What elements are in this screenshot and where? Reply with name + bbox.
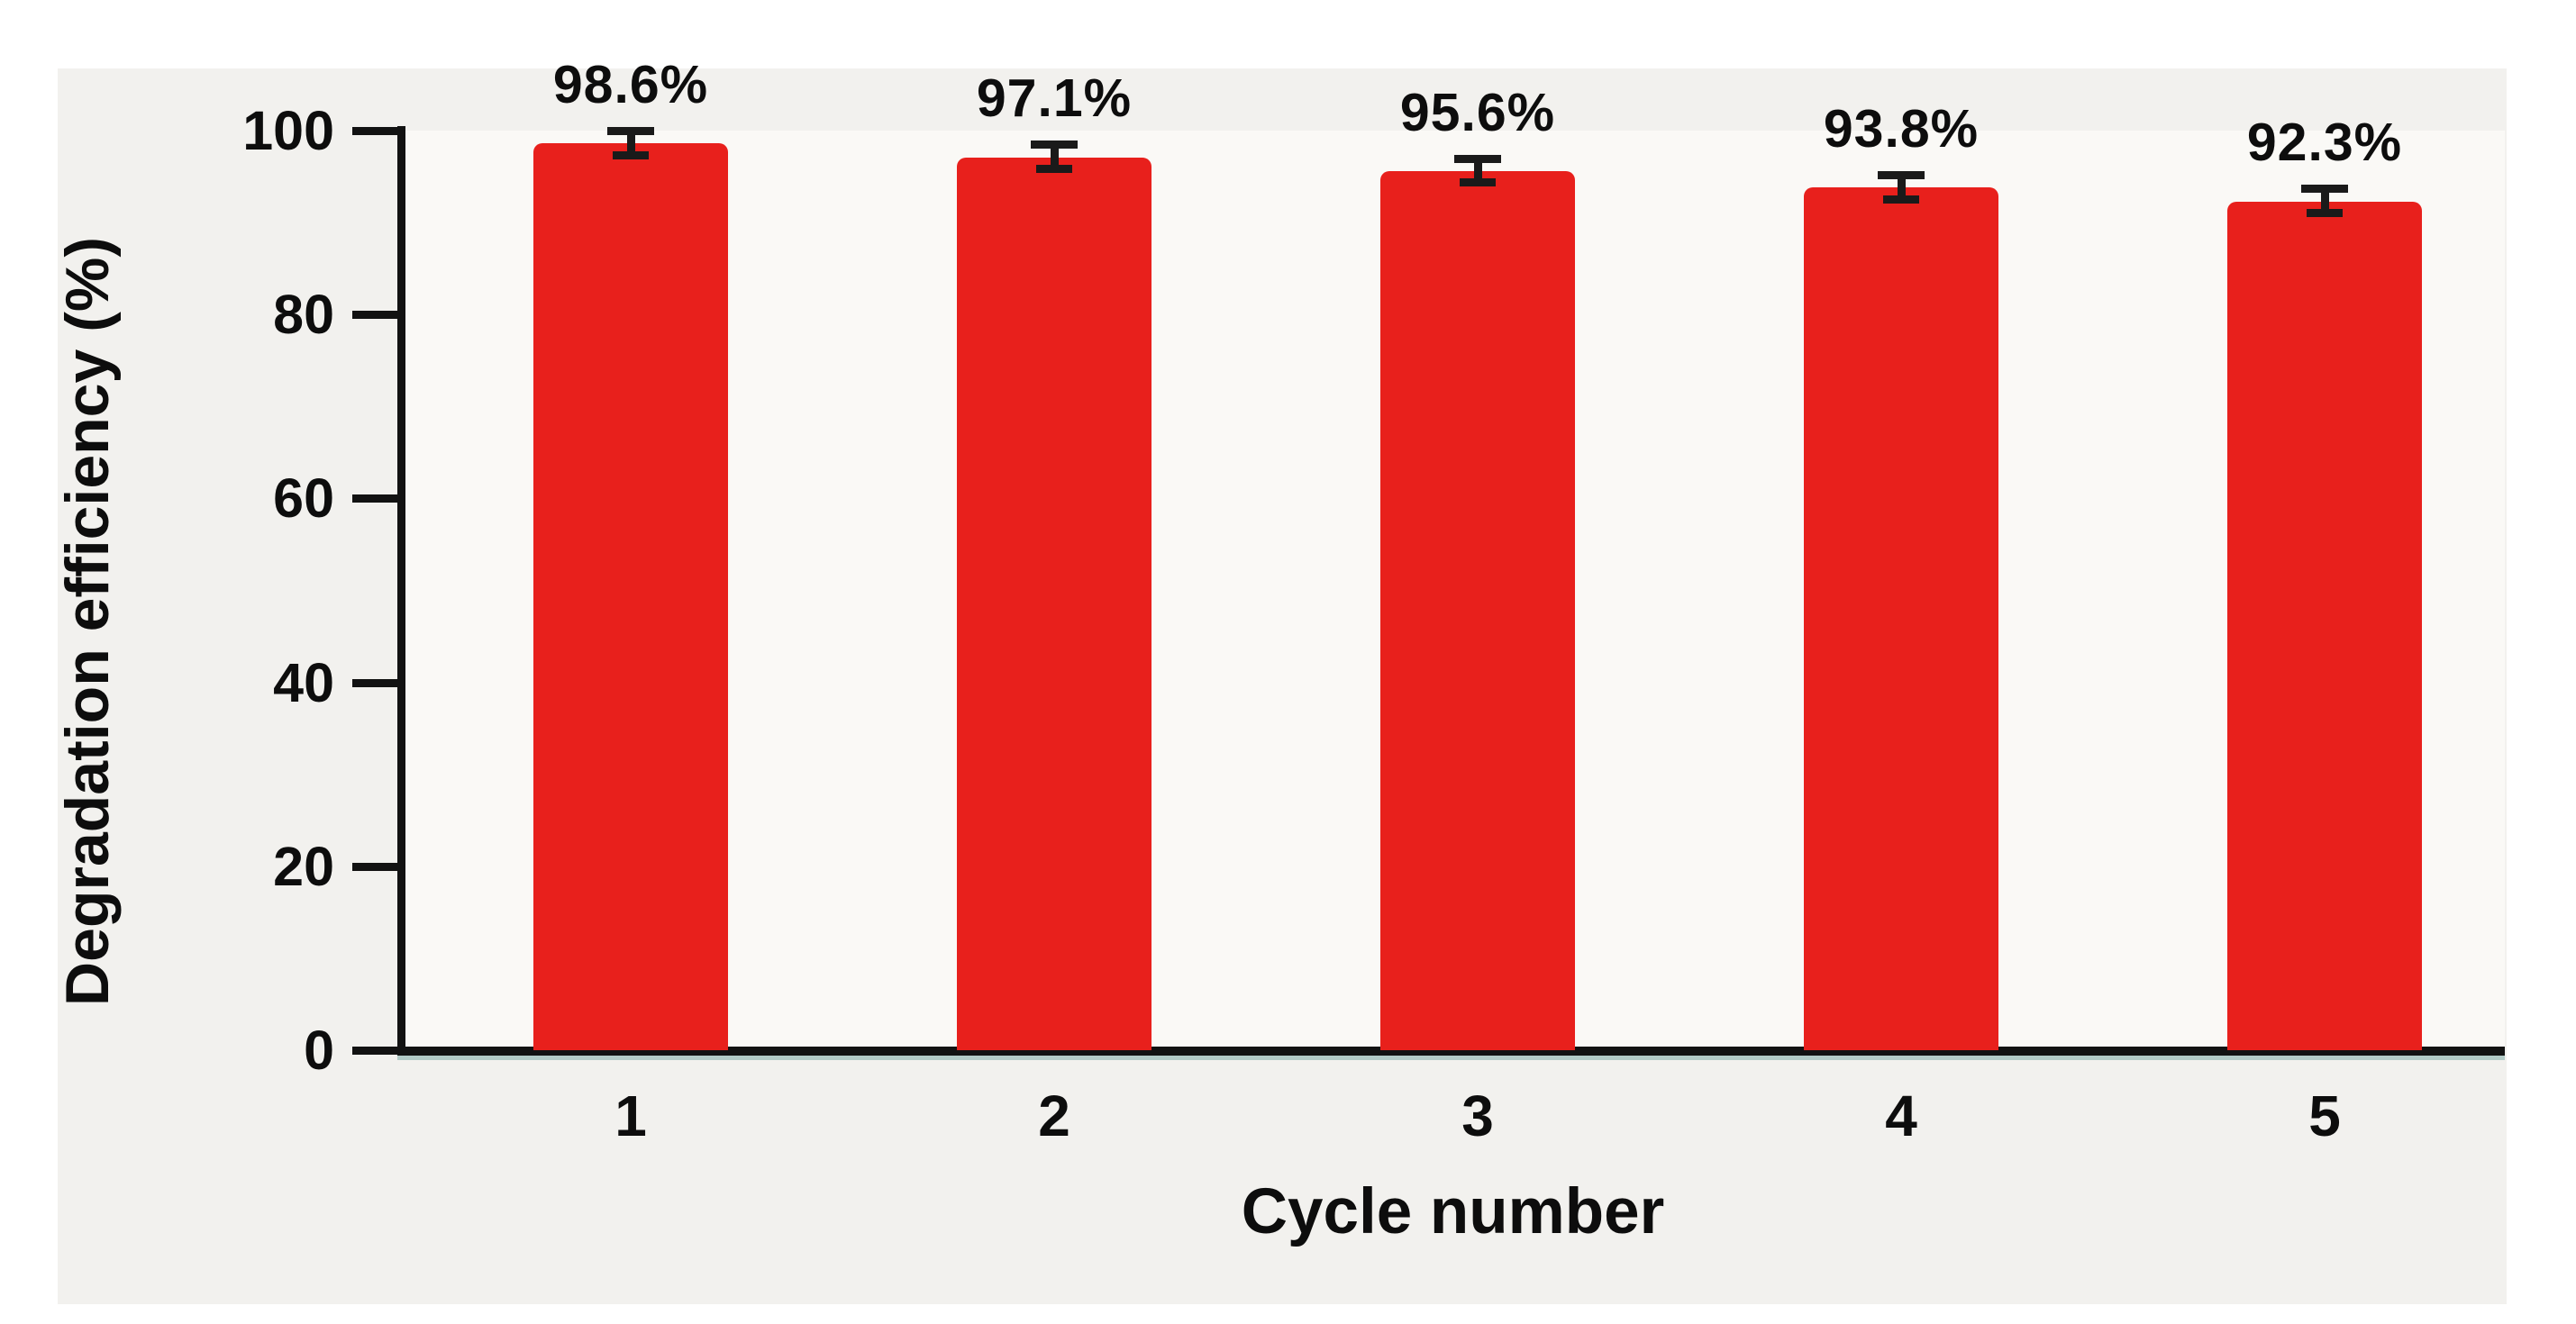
bar-value-label: 95.6% [1399, 82, 1556, 142]
y-tick-mark [352, 127, 397, 135]
y-tick-label: 40 [273, 651, 334, 713]
bar [2227, 201, 2422, 1050]
bar-value-label: 93.8% [1823, 99, 1980, 159]
error-bar-bottom-cap [1883, 195, 1919, 204]
x-tick-label: 4 [1885, 1084, 1917, 1148]
y-tick-mark [352, 311, 397, 320]
error-bar-top-cap [1878, 171, 1925, 180]
error-bar-bottom-cap [2307, 208, 2343, 217]
bar [957, 157, 1151, 1050]
error-bar-line [1897, 175, 1906, 201]
error-bar-top-cap [2301, 185, 2348, 194]
x-tick-label: 1 [614, 1084, 647, 1148]
y-tick-mark [352, 678, 397, 687]
y-tick-label: 80 [273, 284, 334, 346]
bar-value-label: 92.3% [2246, 113, 2403, 173]
x-tick-label: 2 [1038, 1084, 1070, 1148]
bar [1804, 187, 1998, 1050]
error-bar-line [1473, 158, 1482, 185]
y-tick-label: 20 [273, 835, 334, 897]
x-axis-line [397, 1047, 2505, 1056]
error-bar-bottom-cap [1460, 178, 1496, 187]
error-bar-line [2320, 188, 2329, 214]
bar [1380, 170, 1575, 1050]
error-bar-line [626, 131, 635, 157]
y-axis-title: Degradation efficiency (%) [53, 237, 122, 1006]
bar-value-label: 97.1% [976, 68, 1133, 129]
y-axis-line [397, 126, 405, 1056]
y-tick-mark [352, 494, 397, 503]
error-bar-top-cap [1031, 141, 1078, 150]
bar-value-label: 98.6% [552, 55, 709, 115]
x-tick-label: 3 [1461, 1084, 1494, 1148]
x-axis-shadow-line [397, 1056, 2505, 1060]
y-tick-mark [352, 1047, 397, 1055]
error-bar-line [1050, 144, 1059, 170]
y-tick-label: 60 [273, 467, 334, 530]
error-bar-bottom-cap [1036, 164, 1072, 173]
y-tick-label: 0 [304, 1020, 334, 1081]
x-tick-label: 5 [2308, 1084, 2341, 1148]
error-bar-bottom-cap [613, 150, 649, 159]
y-tick-mark [352, 862, 397, 871]
error-bar-top-cap [607, 127, 654, 136]
y-tick-label: 100 [242, 100, 334, 161]
x-axis-title: Cycle number [1241, 1176, 1665, 1247]
bar [533, 143, 728, 1050]
error-bar-top-cap [1454, 154, 1501, 163]
